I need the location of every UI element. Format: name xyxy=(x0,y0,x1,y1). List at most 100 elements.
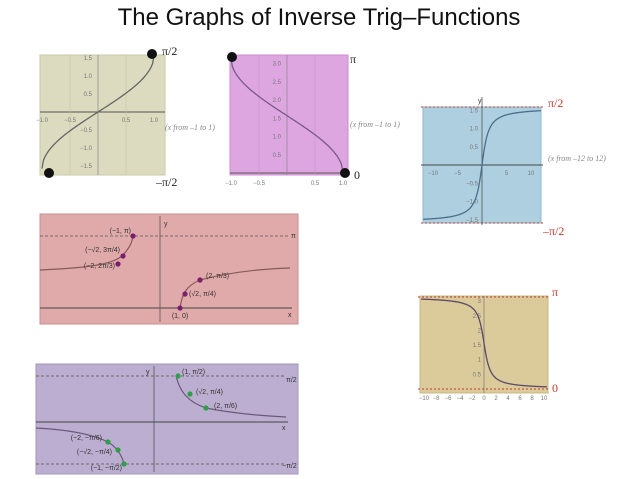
arcsec-point xyxy=(182,291,188,297)
svg-text:(x from –12 to 12): (x from –12 to 12) xyxy=(548,154,606,163)
arctan-x-tick: 10 xyxy=(528,171,535,177)
arctan-graph: y 1.5 1.0 0.5 −0.5 −1.0 −1.5 −10 −5 5 10 xyxy=(421,97,543,225)
arccot-x-tick: 8 xyxy=(530,396,534,402)
arccos-y-tick: 3.0 xyxy=(273,62,282,68)
arccos-y-tick: 2.0 xyxy=(273,98,282,104)
arccos-y-tick: 1.5 xyxy=(273,116,282,122)
arccsc-point xyxy=(105,439,111,445)
arcsin-x-tick: −1.0 xyxy=(36,118,49,124)
arcsin-y-tick: 0.5 xyxy=(84,92,93,98)
arccsc-point xyxy=(203,405,209,411)
arctan-y-axis-label: y xyxy=(478,98,482,105)
arccot-x-tick: −10 xyxy=(419,396,430,402)
arccot-bottom-label: 0 xyxy=(552,381,558,395)
arcsec-point xyxy=(130,233,136,239)
arctan-bottom-label: –π/2 xyxy=(543,224,565,238)
arccot-y-tick: 1.5 xyxy=(473,343,482,349)
arcsin-x-tick: 0.5 xyxy=(122,118,131,124)
arcsec-asymptote-label: π xyxy=(291,233,296,240)
arccot-curve xyxy=(420,298,548,388)
arccos-top-endpoint xyxy=(227,52,237,62)
arcsec-point-label: (−2, 2π/3) xyxy=(84,263,115,270)
arccsc-graph: π/2 −π/2 x y (1, π/2) (√2, π/4) (2, π/6) (−… xyxy=(35,363,299,475)
arccsc-top-asymptote-label: π/2 xyxy=(286,377,297,384)
arcsec-point-label: (√2, π/4) xyxy=(189,290,216,298)
arctan-x-tick: −5 xyxy=(454,171,462,177)
arcsin-graph: 1.5 1.0 0.5 −0.5 −1.0 −1.5 −1.0 −0.5 0.5 1.0 xyxy=(36,54,166,176)
arcsec-point xyxy=(177,305,183,311)
arcsin-range-note: (x from –1 to 1) xyxy=(165,123,215,132)
arctan-y-tick: 1.0 xyxy=(470,127,479,133)
arccot-x-tick: −6 xyxy=(445,396,453,402)
page-title: The Graphs of Inverse Trig–Functions xyxy=(117,4,521,31)
arccot-top-label: π xyxy=(552,285,559,299)
arcsec-plot-area xyxy=(39,213,299,325)
arctan-x-tick: 5 xyxy=(505,171,509,177)
arctan-curve xyxy=(423,110,541,220)
arcsin-y-tick: −1.0 xyxy=(80,146,93,152)
arcsec-point-label: (1, 0) xyxy=(172,313,188,320)
arccos-x-tick: −0.5 xyxy=(253,181,266,187)
arccos-graph: 3.0 2.5 2.0 1.5 1.0 0.5 xyxy=(229,54,349,176)
arcsec-point-label: (2, π/3) xyxy=(206,273,229,280)
arccsc-point-label: (−1, −π/2) xyxy=(91,465,122,472)
arcsin-plot-area xyxy=(39,54,166,176)
arccot-x-tick: −2 xyxy=(469,396,477,402)
arccos-y-tick: 2.5 xyxy=(273,80,282,86)
arccsc-point-label: (−2, −π/6) xyxy=(71,435,102,442)
arccot-x-tick: 10 xyxy=(541,396,548,402)
arcsin-curve xyxy=(41,55,155,169)
arcsin-y-tick: −0.5 xyxy=(80,128,93,134)
arccsc-point-label: (1, π/2) xyxy=(182,369,205,376)
arccot-x-tick: −8 xyxy=(433,396,441,402)
arccos-x-tick: 0.5 xyxy=(311,181,320,187)
arccos-range-note: (x from –1 to 1) xyxy=(350,120,400,129)
arcsin-top-endpoint xyxy=(147,49,157,59)
arccsc-bottom-asymptote-label: −π/2 xyxy=(282,463,297,470)
arctan-y-tick: −1.0 xyxy=(466,200,479,206)
arccot-x-tick: 2 xyxy=(494,396,498,402)
arccos-y-tick: 0.5 xyxy=(273,153,282,159)
arccot-graph: 3 2.5 2 1.5 1 0.5 −10 −8 −6 −4 −2 0 2 4 6 8 10 xyxy=(418,295,550,402)
arccsc-point-label: (√2, π/4) xyxy=(196,388,223,396)
svg-text:(x from –1 to 1): (x from –1 to 1) xyxy=(350,120,400,129)
arcsec-x-axis-label: x xyxy=(288,312,292,319)
arctan-y-tick: 0.5 xyxy=(470,145,479,151)
svg-text:(x from –1 to 1): (x from –1 to 1) xyxy=(165,123,215,132)
arccot-y-tick: 1 xyxy=(478,358,482,364)
arctan-y-tick: −0.5 xyxy=(466,181,479,187)
arccsc-point xyxy=(187,391,193,397)
arccos-plot-area xyxy=(229,54,349,176)
arcsin-bottom-endpoint xyxy=(44,168,54,178)
arccsc-point-label: (−√2, −π/4) xyxy=(77,448,112,456)
arccot-y-tick: 2.5 xyxy=(473,314,482,320)
arccos-curve xyxy=(230,58,344,174)
arctan-top-label: π/2 xyxy=(548,96,564,110)
arctan-x-tick: −10 xyxy=(428,171,439,177)
arccos-x-tick: 1.0 xyxy=(339,181,348,187)
arcsec-y-axis-label: y xyxy=(164,221,168,228)
arccot-y-tick: 2 xyxy=(478,328,482,334)
arcsec-point xyxy=(120,253,126,259)
arcsec-point-label: (−√2, 3π/4) xyxy=(85,246,120,254)
arcsin-x-tick: 1.0 xyxy=(150,118,159,124)
arccsc-point xyxy=(175,373,181,379)
arcsec-point-label: (−1, π) xyxy=(110,228,131,235)
arccsc-point-label: (2, π/6) xyxy=(214,403,237,410)
arccot-x-tick: 6 xyxy=(518,396,522,402)
arcsec-point xyxy=(197,277,203,283)
arccsc-x-axis-label: x xyxy=(282,425,286,432)
arccos-x-tick: −1.0 xyxy=(225,181,238,187)
arccos-x-ticks: −1.0 −0.5 0.5 1.0 xyxy=(225,181,348,187)
arcsin-y-tick: −1.5 xyxy=(80,164,93,170)
arcsin-top-label: π/2 xyxy=(162,44,178,58)
arccos-y-tick: 1.0 xyxy=(273,135,282,141)
arccsc-point xyxy=(121,461,127,467)
arcsin-x-tick: −0.5 xyxy=(64,118,77,124)
arccsc-plot-area xyxy=(35,363,299,475)
arcsin-y-tick: 1.0 xyxy=(84,74,93,80)
arccot-x-tick: 0 xyxy=(482,396,486,402)
arccot-x-tick: 4 xyxy=(506,396,510,402)
arctan-range-note: (x from –12 to 12) xyxy=(548,154,606,163)
arcsin-bottom-label: –π/2 xyxy=(156,175,178,189)
